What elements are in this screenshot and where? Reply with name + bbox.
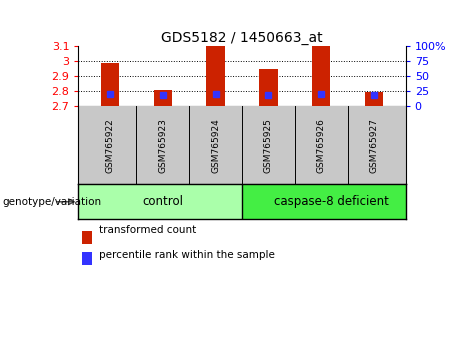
Text: GSM765927: GSM765927 — [370, 118, 378, 173]
Bar — [259, 69, 278, 106]
Bar — [82, 252, 92, 265]
Bar — [365, 92, 383, 106]
Text: control: control — [142, 195, 183, 208]
Bar — [154, 90, 172, 106]
Text: GSM765923: GSM765923 — [158, 118, 167, 173]
Bar — [242, 184, 406, 219]
Text: GSM765926: GSM765926 — [317, 118, 326, 173]
Text: GSM765924: GSM765924 — [211, 118, 220, 172]
Bar — [82, 231, 92, 244]
Text: percentile rank within the sample: percentile rank within the sample — [99, 250, 275, 260]
Text: GSM765925: GSM765925 — [264, 118, 273, 173]
Text: genotype/variation: genotype/variation — [2, 197, 101, 207]
Bar — [207, 46, 225, 106]
Title: GDS5182 / 1450663_at: GDS5182 / 1450663_at — [161, 31, 323, 45]
Text: GSM765922: GSM765922 — [106, 118, 114, 172]
Bar — [312, 46, 331, 106]
Bar — [101, 63, 119, 106]
Text: transformed count: transformed count — [99, 225, 196, 235]
Text: caspase-8 deficient: caspase-8 deficient — [274, 195, 389, 208]
Bar — [78, 184, 242, 219]
